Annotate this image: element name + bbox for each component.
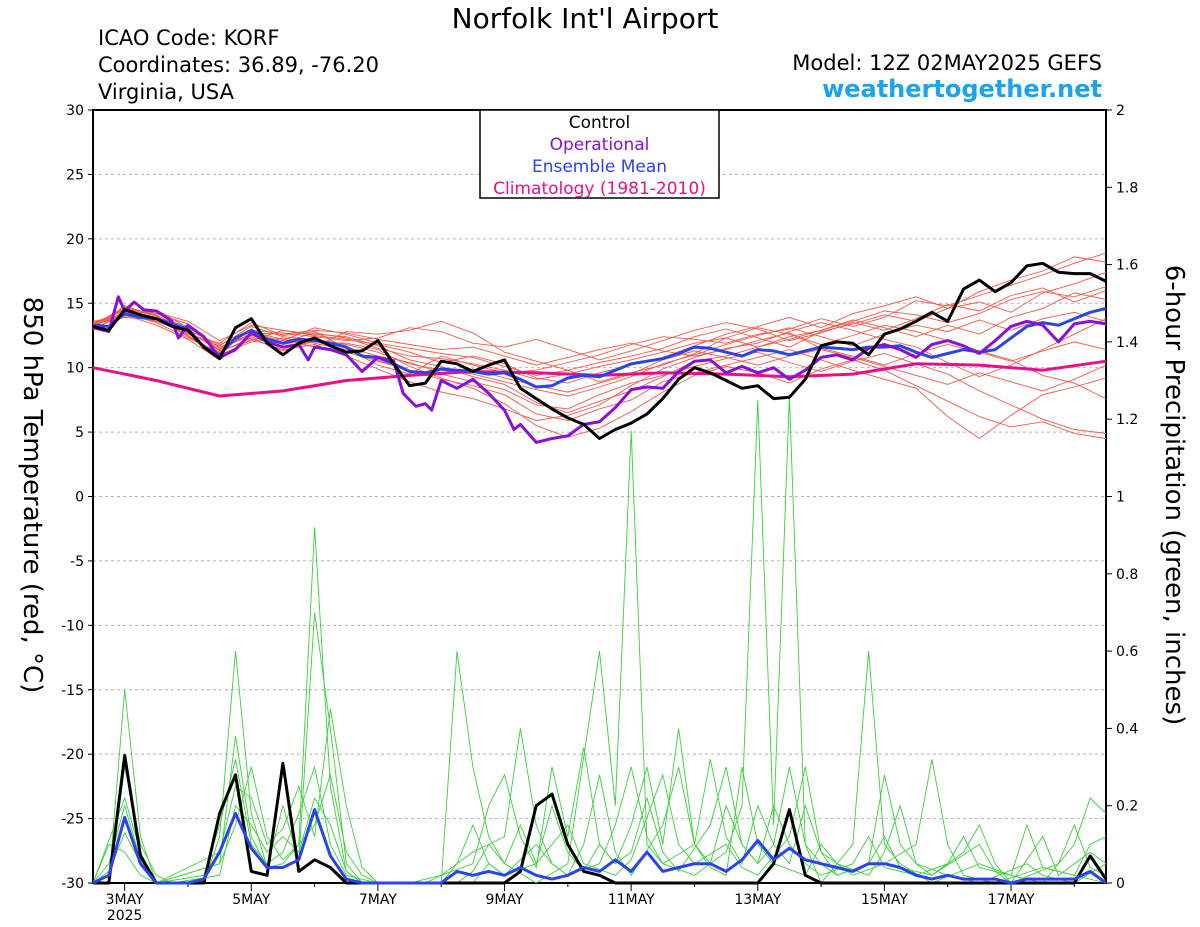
legend-entry: Operational (550, 135, 650, 155)
y-tick-label-left: 30 (66, 103, 84, 119)
y-tick-label-left: -25 (61, 812, 84, 828)
temp-operational-line (92, 295, 1107, 444)
x-tick-label: 5MAY (232, 892, 270, 908)
y-tick-label-right: 1.8 (1116, 180, 1138, 196)
y-tick-label-right: 1.4 (1116, 335, 1138, 351)
temp-member-line (92, 313, 1107, 393)
y-tick-label-left: 25 (66, 167, 84, 183)
region: Virginia, USA (98, 80, 234, 104)
temp-member-line (92, 307, 1107, 397)
y-tick-label-right: 1.6 (1116, 258, 1138, 274)
legend-entry: Climatology (1981-2010) (493, 179, 706, 199)
y-tick-label-left: -20 (61, 747, 84, 763)
legend-entry: Control (569, 113, 630, 133)
x-tick-label: 7MAY (359, 892, 397, 908)
legend-entry: Ensemble Mean (532, 157, 667, 177)
grid-lines (93, 173, 1106, 820)
model-run: Model: 12Z 02MAY2025 GEFS (792, 51, 1102, 75)
y-tick-label-right: 0.6 (1116, 644, 1138, 660)
x-tick-label: 17MAY (988, 892, 1035, 908)
temp-control-line (92, 261, 1107, 440)
temp-member-line (92, 287, 1107, 361)
precip-mean-line (92, 808, 1107, 885)
precip-member-line (92, 709, 1107, 884)
y-tick-label-left: 10 (66, 361, 84, 377)
y-tick-label-left: 5 (75, 425, 84, 441)
y-tick-label-right: 1 (1116, 490, 1125, 506)
precip-members (92, 395, 1107, 884)
temp-member-line (92, 256, 1107, 384)
precip-member-line (92, 759, 1107, 884)
temp-members (92, 252, 1107, 440)
temp-mean-line (92, 306, 1107, 389)
y-tick-label-left: -10 (61, 618, 84, 634)
precip-control-line (93, 754, 1108, 885)
x-tick-label: 15MAY (861, 892, 908, 908)
y-tick-label-right: 0.8 (1116, 567, 1138, 583)
main-series (92, 261, 1108, 885)
legend-box (479, 109, 720, 199)
x-year-label: 2025 (107, 908, 143, 924)
coordinates: Coordinates: 36.89, -76.20 (98, 53, 379, 77)
y-tick-label-left: -30 (61, 876, 84, 892)
site-link[interactable]: weathertogether.net (822, 75, 1102, 103)
x-tick-label: 11MAY (608, 892, 655, 908)
precip-member-line (93, 395, 1107, 884)
y-tick-label-left: 0 (75, 490, 84, 506)
x-tick-label: 3MAY (106, 892, 144, 908)
y-tick-label-right: 0 (1116, 876, 1125, 892)
y-tick-label-left: -15 (61, 683, 84, 699)
x-tick-label: 13MAY (734, 892, 781, 908)
x-tick-label: 9MAY (486, 892, 524, 908)
y-tick-label-right: 0.4 (1116, 721, 1138, 737)
chart-title: Norfolk Int'l Airport (451, 2, 719, 35)
y-tick-label-right: 0.2 (1116, 799, 1138, 815)
y-tick-label-right: 1.2 (1116, 412, 1138, 428)
temp-member-line (92, 252, 1107, 375)
y-tick-label-left: -5 (70, 554, 84, 570)
precip-member-line (92, 766, 1107, 884)
y-tick-label-left: 15 (66, 296, 84, 312)
y-tick-label-left: 20 (66, 232, 84, 248)
y-tick-label-right: 2 (1116, 103, 1125, 119)
icao-code: ICAO Code: KORF (98, 26, 280, 50)
